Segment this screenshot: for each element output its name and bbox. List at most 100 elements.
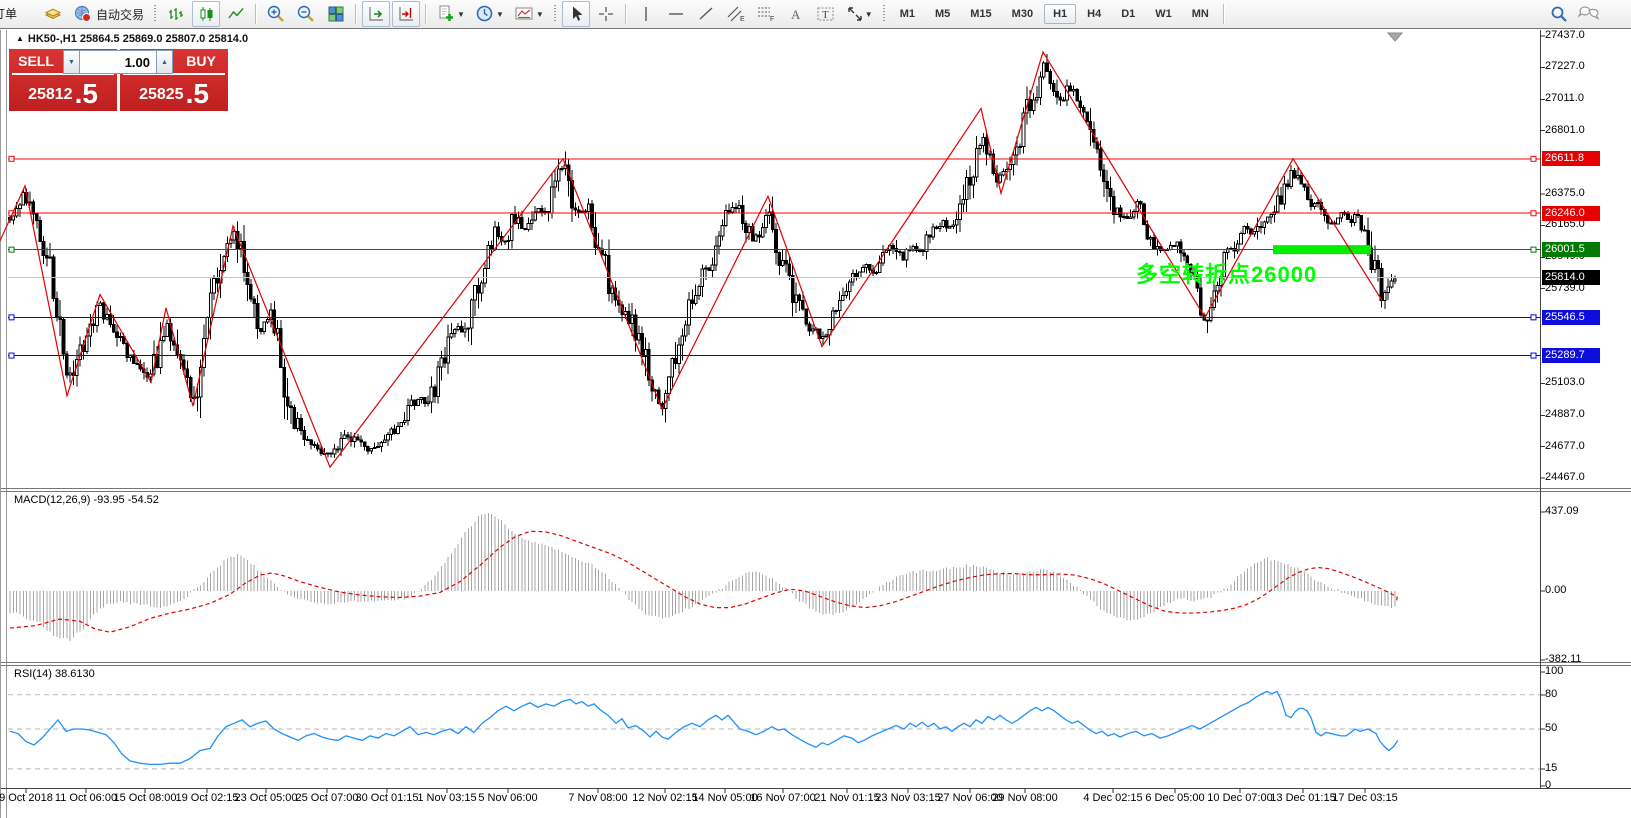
template-icon [515, 7, 533, 20]
macd-indicator [9, 513, 1398, 641]
line-anchor[interactable] [1530, 314, 1537, 321]
profile-icon[interactable] [39, 1, 67, 27]
line-anchor[interactable] [8, 352, 15, 359]
main-toolbar: 订单 自动交易 [0, 0, 1631, 29]
search-icon [1551, 6, 1567, 22]
volume-decrease-button[interactable]: ▼ [63, 50, 80, 74]
sell-price: 25812.5 [28, 78, 98, 109]
tf-button-M15[interactable]: M15 [970, 8, 992, 20]
template-button[interactable]: ▼ [510, 1, 548, 27]
svg-text:F: F [770, 16, 774, 23]
line-anchor[interactable] [8, 246, 15, 253]
rsi-indicator [8, 690, 1540, 770]
toolbar-separator [1222, 4, 1225, 24]
zoom-in-icon [267, 5, 284, 22]
tf-button-H1[interactable]: H1 [1044, 4, 1077, 24]
candlestick-chart-button[interactable] [192, 1, 221, 27]
tf-button-MN[interactable]: MN [1191, 8, 1209, 20]
chevron-down-icon: ▼ [457, 9, 465, 19]
auto-scroll-icon [369, 7, 384, 21]
line-anchor[interactable] [1530, 352, 1537, 359]
add-indicator-icon [439, 5, 454, 21]
trendline-button[interactable] [692, 1, 720, 27]
sell-button[interactable]: SELL [18, 53, 54, 69]
timeframe-group: M1 M5 M15 M30 H1 H4 D1 W1 MN [890, 4, 1219, 24]
candlestick-series [8, 53, 1397, 458]
tile-windows-button[interactable] [322, 1, 350, 27]
gold-icon [44, 8, 62, 19]
text-label-button[interactable]: T [812, 1, 840, 27]
volume-increase-button[interactable]: ▲ [156, 50, 173, 74]
highlight-bar[interactable] [1273, 245, 1371, 255]
line-anchor[interactable] [1530, 246, 1537, 253]
chart-left-border [6, 30, 7, 818]
tile-windows-icon [328, 6, 344, 22]
cursor-button[interactable] [561, 1, 590, 27]
crosshair-button[interactable] [592, 1, 620, 27]
crosshair-icon [598, 7, 613, 21]
window-left-border [0, 30, 1, 818]
trendline-icon [699, 7, 713, 20]
line-chart-icon [228, 8, 244, 19]
chevron-down-icon: ▼ [864, 9, 873, 19]
tf-button-M30[interactable]: M30 [1011, 8, 1034, 20]
tf-button-M5[interactable]: M5 [934, 8, 951, 20]
line-anchor[interactable] [8, 314, 15, 321]
clock-icon [476, 5, 493, 22]
chevron-down-icon: ▼ [535, 9, 544, 19]
line-anchor[interactable] [1530, 210, 1537, 217]
tf-button-W1[interactable]: W1 [1155, 8, 1172, 20]
macd-signal-line [9, 530, 1398, 633]
arrows-button[interactable]: ▼ [842, 1, 877, 27]
autotrading-icon [74, 5, 91, 22]
candlestick-chart-icon [200, 7, 213, 21]
volume-stepper: ▼ 1.00 ▲ [63, 50, 173, 74]
line-chart-button[interactable] [222, 1, 250, 27]
equidistant-channel-button[interactable]: E [722, 1, 750, 27]
vertical-line-icon [645, 7, 647, 21]
svg-text:A: A [791, 7, 801, 22]
zigzag-line[interactable] [0, 50, 1383, 469]
bar-chart-button[interactable] [162, 1, 190, 27]
bar-chart-icon [169, 8, 184, 20]
toolbar-grip[interactable] [153, 5, 158, 23]
zoom-out-button[interactable] [292, 1, 320, 27]
text-button[interactable]: A [782, 1, 810, 27]
line-anchor[interactable] [1530, 155, 1537, 162]
equidistant-channel-icon: E [727, 6, 745, 23]
buy-button[interactable]: BUY [186, 53, 216, 69]
text-icon: A [791, 7, 801, 22]
search-button[interactable] [1545, 1, 1573, 27]
toolbar-grip[interactable] [552, 5, 557, 23]
toolbar-separator [255, 4, 258, 24]
volume-input[interactable]: 1.00 [80, 50, 156, 74]
period-button[interactable]: ▼ [471, 1, 508, 27]
tf-button-M1[interactable]: M1 [899, 8, 915, 20]
tf-button-H4[interactable]: H4 [1087, 8, 1102, 20]
chart-shift-marker[interactable] [1386, 32, 1404, 42]
autotrading-button[interactable]: 自动交易 [69, 1, 148, 27]
vertical-line-button[interactable] [632, 1, 660, 27]
chart-shift-button[interactable] [392, 1, 421, 27]
add-indicator-button[interactable]: ▼ [432, 1, 469, 27]
horizontal-line-button[interactable] [662, 1, 690, 27]
svg-text:E: E [740, 16, 745, 23]
fibonacci-icon: F [757, 7, 774, 23]
autotrading-label: 自动交易 [96, 7, 145, 22]
tf-button-D1[interactable]: D1 [1121, 8, 1136, 20]
toolbar-separator [624, 4, 627, 24]
zoom-in-button[interactable] [262, 1, 290, 27]
chat-button[interactable] [1575, 1, 1603, 27]
zoom-out-icon [297, 5, 314, 22]
fibonacci-button[interactable]: F [752, 1, 780, 27]
chat-icon [1577, 6, 1600, 21]
auto-scroll-button[interactable] [362, 1, 391, 27]
chart-shift-icon [399, 7, 414, 21]
one-click-trading-panel: SELL BUY ▼ 1.00 ▲ 25812.5 25825.5 [9, 49, 228, 111]
line-anchor[interactable] [8, 155, 15, 162]
rsi-line [9, 690, 1398, 765]
toolbar-grip[interactable] [881, 5, 886, 23]
new-order-button[interactable]: 订单 [0, 7, 18, 21]
svg-text:T: T [822, 9, 829, 21]
